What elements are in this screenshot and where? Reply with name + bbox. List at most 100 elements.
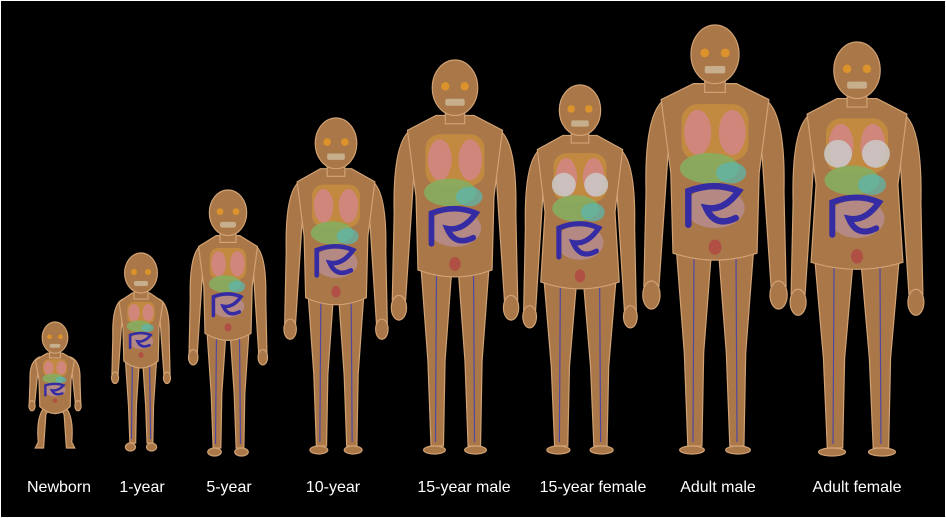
stomach <box>580 203 605 222</box>
hand <box>74 400 82 412</box>
lung <box>313 188 334 223</box>
foot <box>343 445 363 455</box>
vessel <box>472 270 476 443</box>
vessel <box>238 334 242 445</box>
head <box>314 117 358 170</box>
hand <box>375 318 389 340</box>
body-phantom <box>110 252 172 452</box>
figures <box>28 24 925 457</box>
eye <box>700 48 710 58</box>
vessel <box>214 334 218 445</box>
colon <box>44 382 66 397</box>
hand <box>769 280 788 310</box>
foot <box>867 447 897 457</box>
jaw <box>49 343 61 348</box>
hand <box>162 371 172 385</box>
figure-label: 5-year <box>206 479 252 496</box>
foot <box>679 445 705 455</box>
figure-label: Newborn <box>27 479 91 496</box>
vessel <box>735 254 738 443</box>
body-phantom <box>522 84 638 455</box>
eye <box>131 269 137 275</box>
jaw <box>327 153 345 160</box>
hand <box>642 280 661 310</box>
head <box>558 84 602 137</box>
foot <box>124 442 137 452</box>
eye <box>58 334 63 340</box>
lung <box>230 251 245 277</box>
colon <box>428 205 481 247</box>
hand <box>257 348 269 366</box>
hand <box>522 305 538 329</box>
hand <box>283 318 297 340</box>
vessel <box>350 298 353 443</box>
eye <box>232 208 240 216</box>
jaw <box>220 221 236 228</box>
hand <box>390 294 408 321</box>
vessel <box>832 263 835 445</box>
figure-label: 1-year <box>119 479 165 496</box>
vessel <box>319 298 322 443</box>
body-phantom <box>789 41 925 457</box>
lung <box>43 361 54 375</box>
head <box>690 24 740 85</box>
foot <box>546 445 571 455</box>
hand <box>502 294 520 321</box>
jaw <box>134 281 148 286</box>
breast <box>551 172 576 197</box>
foot <box>725 445 751 455</box>
foot <box>145 442 158 452</box>
head <box>123 252 158 294</box>
foot <box>309 445 329 455</box>
foot <box>422 445 446 455</box>
stomach <box>455 186 483 207</box>
stomach <box>228 280 246 293</box>
foot <box>234 447 249 457</box>
eye <box>567 105 575 113</box>
foot <box>207 447 222 457</box>
hand <box>907 288 925 316</box>
jaw <box>571 120 589 127</box>
lung <box>142 304 154 322</box>
lung <box>458 139 483 181</box>
colon <box>211 292 244 318</box>
colon <box>829 194 884 238</box>
jaw <box>704 66 726 74</box>
bladder <box>331 286 341 298</box>
head <box>208 189 248 237</box>
eye <box>585 105 593 113</box>
body-phantom <box>187 189 269 457</box>
lung <box>56 361 67 375</box>
head <box>833 41 881 100</box>
bladder <box>224 323 232 332</box>
hand <box>622 305 638 329</box>
bladder <box>708 239 722 255</box>
colon <box>685 182 744 228</box>
jaw <box>445 98 465 106</box>
vessel <box>434 270 438 443</box>
figure-label: Adult male <box>680 479 756 496</box>
figure-label: 15-year female <box>540 479 647 496</box>
vessel <box>692 254 695 443</box>
eye <box>842 64 852 74</box>
body-phantom <box>28 321 82 449</box>
foot <box>464 445 488 455</box>
stomach <box>336 228 359 245</box>
lung <box>211 251 226 277</box>
foot <box>589 445 614 455</box>
colon <box>556 221 603 260</box>
foot <box>817 447 847 457</box>
breast <box>584 172 609 197</box>
eye <box>47 334 52 340</box>
figure-label: 15-year male <box>417 479 510 496</box>
hand <box>110 371 120 385</box>
vessel <box>130 361 134 440</box>
stomach <box>141 323 154 333</box>
labels: Newborn 1-year 5-year 10-year 15-year ma… <box>27 479 902 496</box>
colon <box>314 243 357 278</box>
eye <box>441 82 450 91</box>
eye <box>323 138 331 146</box>
hand <box>789 288 807 316</box>
